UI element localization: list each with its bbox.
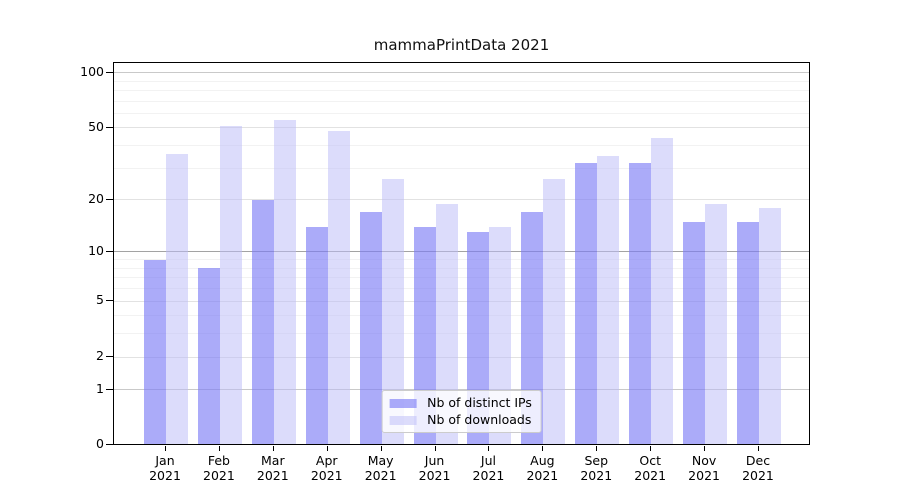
y-tick-mark — [106, 198, 113, 200]
major-gridline — [114, 300, 809, 302]
legend-label: Nb of distinct IPs — [427, 395, 532, 410]
x-tick-mark — [272, 446, 274, 451]
y-tick-label: 50 — [88, 118, 104, 134]
bar-sep-ips — [575, 163, 598, 444]
chart-title: mammaPrintData 2021 — [373, 36, 550, 54]
x-tick-mark — [650, 446, 652, 451]
x-tick-label-aug: Aug 2021 — [526, 453, 559, 483]
x-tick-label-mar: Mar 2021 — [256, 453, 289, 483]
minor-gridline — [114, 259, 809, 261]
legend-swatch-downloads — [389, 415, 417, 425]
x-tick-label-feb: Feb 2021 — [203, 453, 235, 483]
y-tick-label: 20 — [88, 190, 104, 206]
x-tick-mark — [542, 446, 544, 451]
bar-jan-ips — [144, 259, 166, 444]
minor-gridline — [114, 288, 809, 290]
bar-mar-downloads — [273, 120, 296, 444]
bar-may-downloads — [381, 179, 404, 444]
minor-gridline — [114, 167, 809, 169]
bar-oct-ips — [629, 163, 652, 444]
x-tick-mark — [596, 446, 598, 451]
x-tick-label-jan: Jan 2021 — [149, 453, 181, 483]
bar-aug-downloads — [543, 179, 566, 444]
bar-jan-downloads — [166, 153, 188, 444]
x-tick-label-dec: Dec 2021 — [742, 453, 774, 483]
bar-feb-downloads — [219, 126, 242, 444]
bar-jul-downloads — [489, 226, 512, 444]
minor-gridline — [114, 100, 809, 102]
bar-feb-ips — [197, 268, 220, 444]
y-tick-mark — [106, 300, 113, 302]
y-tick-mark — [106, 71, 113, 73]
minor-gridline — [114, 333, 809, 335]
minor-gridline — [114, 112, 809, 114]
minor-gridline — [114, 267, 809, 269]
bar-aug-ips — [521, 212, 544, 444]
x-tick-mark — [165, 446, 166, 451]
bar-dec-downloads — [758, 207, 781, 444]
y-tick-mark — [106, 444, 113, 445]
x-tick-label-jun: Jun 2021 — [418, 453, 451, 483]
legend-row: Nb of downloads — [389, 413, 532, 427]
major-gridline — [114, 251, 809, 253]
major-gridline — [114, 72, 809, 74]
x-tick-label-sep: Sep 2021 — [580, 453, 613, 483]
x-tick-label-apr: Apr 2021 — [310, 453, 343, 483]
x-tick-label-oct: Oct 2021 — [634, 453, 667, 483]
bar-nov-downloads — [705, 203, 728, 444]
bar-mar-ips — [251, 199, 274, 444]
y-tick-label: 0 — [96, 436, 104, 451]
minor-gridline — [114, 145, 809, 147]
major-gridline — [114, 389, 809, 391]
x-tick-mark — [757, 446, 759, 451]
x-tick-mark — [326, 446, 328, 451]
bar-dec-ips — [736, 221, 759, 444]
bar-nov-ips — [683, 221, 706, 444]
y-tick-label: 5 — [96, 292, 104, 308]
y-tick-label: 10 — [88, 242, 104, 258]
legend-label: Nb of downloads — [427, 412, 532, 427]
bar-may-ips — [359, 212, 382, 444]
y-tick-mark — [106, 356, 113, 358]
major-gridline — [114, 199, 809, 201]
x-tick-label-jul: Jul 2021 — [472, 453, 505, 483]
x-tick-mark — [218, 446, 220, 451]
x-tick-mark — [434, 446, 436, 451]
bar-apr-ips — [305, 226, 328, 444]
major-gridline — [114, 127, 809, 129]
y-tick-mark — [106, 388, 113, 390]
minor-gridline — [114, 89, 809, 91]
x-tick-mark — [704, 446, 706, 451]
y-tick-label: 1 — [96, 380, 104, 396]
x-tick-mark — [488, 446, 490, 451]
x-tick-label-nov: Nov 2021 — [688, 453, 720, 483]
minor-gridline — [114, 277, 809, 279]
legend-row: Nb of distinct IPs — [389, 396, 532, 410]
plot-area: Nb of distinct IPs Nb of downloads — [113, 62, 810, 445]
major-gridline — [114, 356, 809, 358]
legend: Nb of distinct IPs Nb of downloads — [381, 390, 542, 433]
bar-apr-downloads — [327, 131, 350, 444]
bar-sep-downloads — [597, 156, 620, 444]
legend-swatch-ips — [389, 398, 417, 408]
y-tick-label: 100 — [80, 63, 104, 79]
minor-gridline — [114, 315, 809, 317]
minor-gridline — [114, 80, 809, 82]
bar-oct-downloads — [651, 138, 674, 444]
y-tick-label: 2 — [96, 348, 104, 364]
y-tick-mark — [106, 250, 113, 252]
plot-inner — [114, 63, 809, 444]
bar-jun-ips — [413, 226, 436, 444]
x-tick-mark — [380, 446, 382, 451]
x-tick-label-may: May 2021 — [364, 453, 397, 483]
y-tick-mark — [106, 126, 113, 128]
bar-jun-downloads — [435, 203, 458, 444]
